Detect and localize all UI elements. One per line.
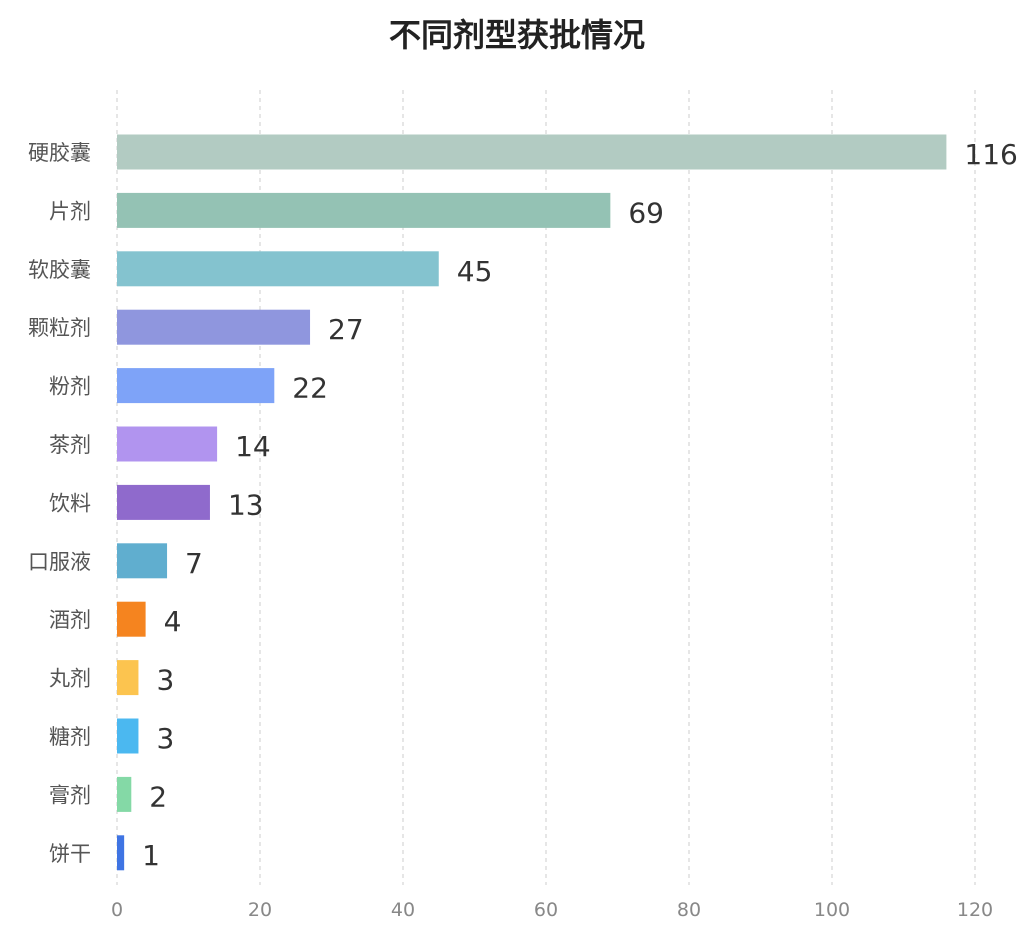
value-label: 69	[628, 196, 664, 229]
value-label: 4	[164, 605, 182, 638]
bar-8	[117, 601, 146, 637]
value-label: 3	[156, 722, 174, 755]
value-label: 7	[185, 547, 203, 580]
x-tick-label: 100	[814, 899, 850, 921]
x-tick-label: 80	[677, 899, 701, 921]
category-label: 酒剂	[49, 608, 91, 632]
x-tick-label: 20	[248, 899, 272, 921]
bar-5	[117, 426, 218, 462]
x-tick-label: 0	[111, 899, 123, 921]
category-label: 软胶囊	[28, 258, 91, 282]
category-label: 膏剂	[49, 783, 91, 807]
chart-title: 不同剂型获批情况	[388, 16, 645, 54]
bar-2	[117, 251, 439, 287]
category-label: 颗粒剂	[28, 316, 91, 340]
value-label: 2	[149, 780, 167, 813]
category-label: 粉剂	[49, 375, 91, 399]
bar-9	[117, 660, 139, 696]
category-label: 口服液	[28, 550, 91, 574]
category-label: 饮料	[49, 491, 91, 515]
bar-1	[117, 192, 611, 228]
x-tick-label: 120	[957, 899, 993, 921]
value-label: 45	[457, 255, 493, 288]
value-label: 1	[142, 839, 160, 872]
bar-4	[117, 368, 275, 404]
category-label: 饼干	[49, 842, 91, 866]
x-tick-label: 40	[391, 899, 415, 921]
bar-0	[117, 134, 947, 170]
bar-10	[117, 718, 139, 754]
bar-12	[117, 835, 125, 871]
value-label: 27	[328, 313, 364, 346]
value-label: 13	[228, 488, 264, 521]
category-label: 丸剂	[49, 667, 91, 691]
value-label: 14	[235, 430, 271, 463]
value-label: 22	[292, 372, 328, 405]
bar-6	[117, 484, 210, 520]
category-label: 糖剂	[49, 725, 91, 749]
bar-7	[117, 543, 168, 579]
category-label: 硬胶囊	[28, 141, 91, 165]
category-label: 茶剂	[49, 433, 91, 457]
value-label: 116	[964, 138, 1017, 171]
bar-11	[117, 776, 132, 812]
bar-layer	[117, 134, 947, 871]
bar-3	[117, 309, 311, 345]
category-label: 片剂	[49, 199, 91, 223]
value-label: 3	[156, 664, 174, 697]
x-axis-ticks: 0 20 40 60 80 100 120	[111, 899, 993, 921]
x-tick-label: 60	[534, 899, 558, 921]
